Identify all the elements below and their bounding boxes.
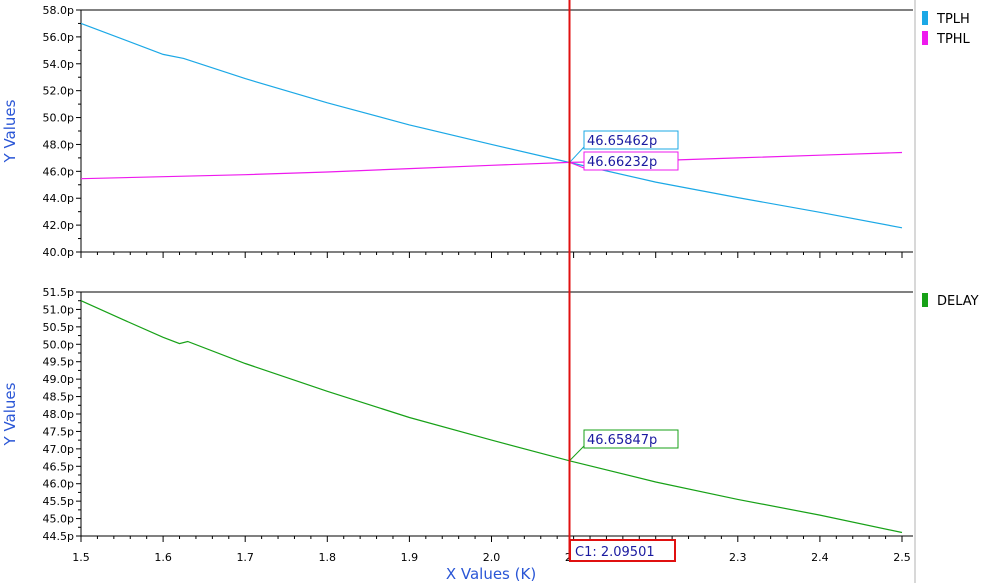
series-line-tphl	[80, 151, 903, 180]
y-axis-label: Y Values	[1, 382, 19, 446]
marker-leader-line	[569, 161, 585, 169]
y-tick-label: 40.0p	[43, 246, 74, 259]
marker-value-label[interactable]: 46.65462p	[587, 134, 657, 149]
y-tick-label: 50.5p	[43, 321, 74, 334]
legend-label-tplh[interactable]: TPLH	[936, 12, 970, 27]
y-tick-label: 54.0p	[43, 58, 74, 71]
y-tick-label: 44.0p	[43, 192, 74, 205]
y-tick-label: 50.0p	[43, 112, 74, 125]
y-tick-label: 58.0p	[43, 4, 74, 17]
legend-swatch-delay[interactable]	[922, 293, 928, 307]
marker-leader-line	[569, 445, 585, 462]
legend-label-tphl[interactable]: TPHL	[936, 32, 971, 47]
marker-leader-line	[569, 146, 585, 163]
legend-label-delay[interactable]: DELAY	[937, 294, 979, 309]
x-tick-label: 1.6	[154, 551, 172, 564]
y-tick-label: 45.0p	[43, 513, 74, 526]
x-tick-label: 1.7	[236, 551, 254, 564]
y-tick-label: 46.0p	[43, 478, 74, 491]
marker-value-box[interactable]	[583, 130, 679, 150]
x-axis-label: X Values (K)	[446, 565, 536, 583]
marker-value-box[interactable]	[583, 151, 679, 171]
y-axis-label: Y Values	[1, 99, 19, 163]
y-tick-label: 48.0p	[43, 138, 74, 151]
y-tick-label: 51.0p	[43, 303, 74, 316]
legend-swatch-tphl[interactable]	[922, 31, 928, 45]
y-tick-label: 48.0p	[43, 408, 74, 421]
y-tick-label: 47.0p	[43, 443, 74, 456]
cursor-readout-label[interactable]: C1: 2.09501	[575, 545, 655, 560]
y-tick-label: 49.0p	[43, 373, 74, 386]
x-tick-label: 2.0	[483, 551, 501, 564]
series-line-tplh	[80, 22, 903, 229]
y-tick-label: 46.0p	[43, 165, 74, 178]
marker-value-box[interactable]	[583, 429, 679, 449]
y-tick-label: 52.0p	[43, 85, 74, 98]
cursor-readout-box[interactable]	[569, 539, 676, 562]
series-line-delay	[80, 300, 903, 534]
marker-value-label[interactable]: 46.66232p	[587, 155, 657, 170]
x-tick-label: 1.5	[72, 551, 90, 564]
y-tick-label: 51.5p	[43, 286, 74, 299]
x-tick-label: 2.4	[811, 551, 829, 564]
x-tick-label: 2.3	[729, 551, 747, 564]
x-tick-label: 2.5	[893, 551, 911, 564]
y-tick-label: 50.0p	[43, 338, 74, 351]
marker-value-label[interactable]: 46.65847p	[587, 433, 657, 448]
y-tick-label: 47.5p	[43, 425, 74, 438]
x-tick-label: 1.9	[401, 551, 419, 564]
y-tick-label: 49.5p	[43, 356, 74, 369]
y-tick-label: 48.5p	[43, 391, 74, 404]
x-tick-label: 1.8	[319, 551, 337, 564]
y-tick-label: 42.0p	[43, 219, 74, 232]
y-tick-label: 46.5p	[43, 460, 74, 473]
y-tick-label: 45.5p	[43, 495, 74, 508]
legend-swatch-tplh[interactable]	[922, 11, 928, 25]
y-tick-label: 56.0p	[43, 31, 74, 44]
y-tick-label: 44.5p	[43, 530, 74, 543]
